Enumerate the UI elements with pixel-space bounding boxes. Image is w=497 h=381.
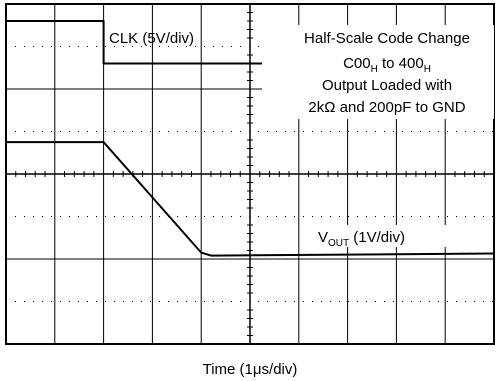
svg-text:VOUT (1V/div): VOUT (1V/div) [318, 229, 405, 249]
grid [5, 3, 495, 345]
annotation-line-3: Output Loaded with [322, 77, 452, 94]
annotation-line-1: Half-Scale Code Change [304, 30, 470, 47]
clk-label: CLK (5V/div) [109, 30, 194, 47]
x-axis-label: Time (1μs/div) [203, 361, 298, 378]
annotation-box: Half-Scale Code Change C00H to 400H Outp… [262, 25, 494, 119]
vout-label: VOUT (1V/div) [314, 225, 456, 249]
vout-trace [6, 141, 495, 257]
annotation-line-4: 2kΩ and 200pF to GND [308, 99, 465, 116]
annotation-line-2: C00H to 400H [343, 55, 431, 75]
